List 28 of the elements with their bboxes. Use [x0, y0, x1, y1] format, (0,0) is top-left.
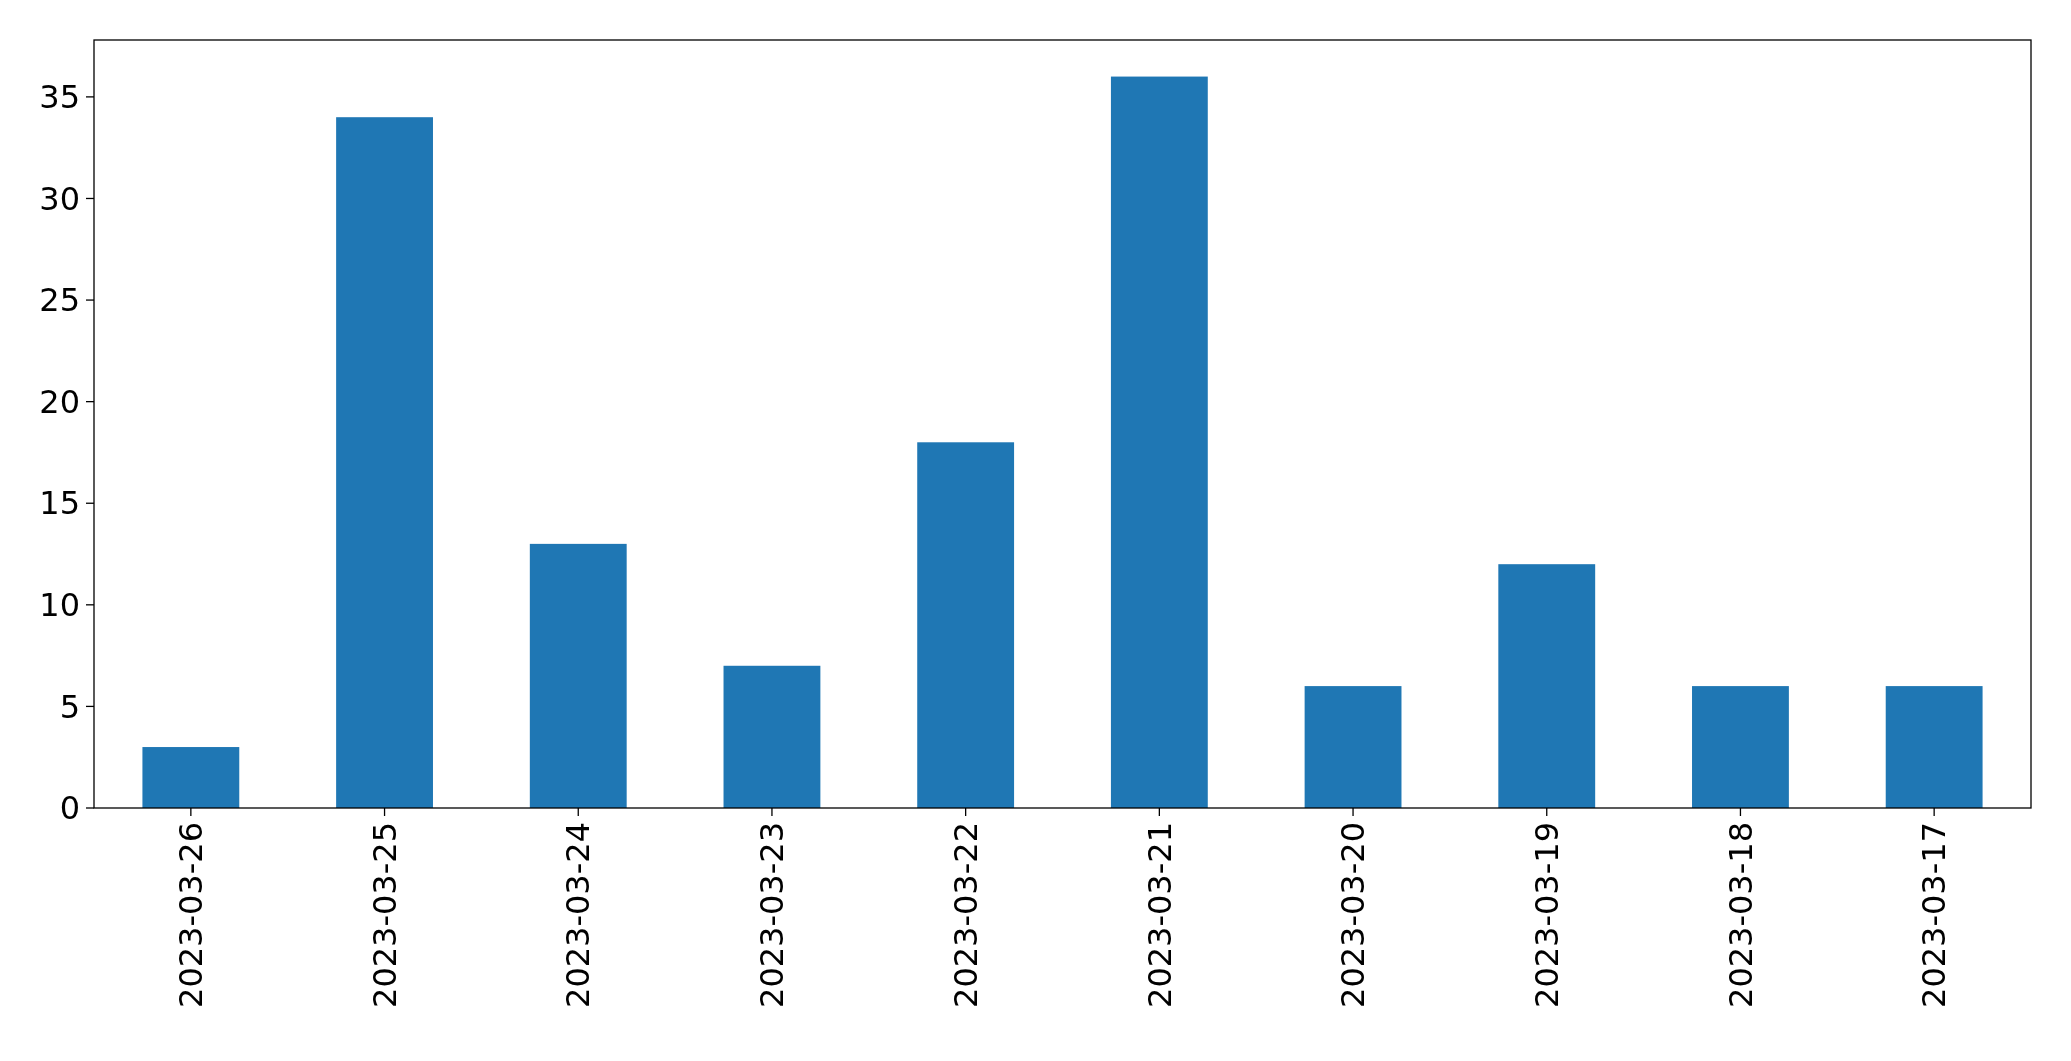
y-tick-label: 5 — [59, 687, 80, 726]
y-tick-label: 20 — [39, 382, 80, 421]
bar — [142, 747, 240, 808]
x-tick-label: 2023-03-26 — [172, 822, 211, 1008]
bar — [1304, 686, 1402, 808]
y-tick-label: 0 — [59, 789, 80, 828]
bar — [917, 442, 1015, 808]
x-tick-label: 2023-03-17 — [1915, 822, 1954, 1008]
x-tick-label: 2023-03-21 — [1140, 822, 1179, 1008]
bar — [1885, 686, 1983, 808]
y-tick-label: 10 — [39, 586, 80, 625]
bar — [1692, 686, 1789, 808]
x-tick-label: 2023-03-25 — [365, 822, 404, 1008]
y-tick-label: 35 — [39, 78, 80, 117]
x-tick-label: 2023-03-24 — [559, 822, 598, 1008]
y-tick-label: 25 — [39, 281, 80, 320]
x-tick-label: 2023-03-22 — [946, 822, 985, 1008]
bar — [529, 543, 627, 808]
x-tick-label: 2023-03-23 — [753, 822, 792, 1008]
y-tick-label: 15 — [39, 484, 80, 523]
x-tick-label: 2023-03-18 — [1721, 822, 1760, 1008]
x-tick-label: 2023-03-19 — [1527, 822, 1566, 1008]
bar — [1110, 76, 1208, 808]
y-tick-label: 30 — [39, 179, 80, 218]
bar — [336, 117, 433, 808]
x-tick-label: 2023-03-20 — [1334, 822, 1373, 1008]
bar — [1498, 564, 1596, 808]
bar — [723, 665, 821, 808]
